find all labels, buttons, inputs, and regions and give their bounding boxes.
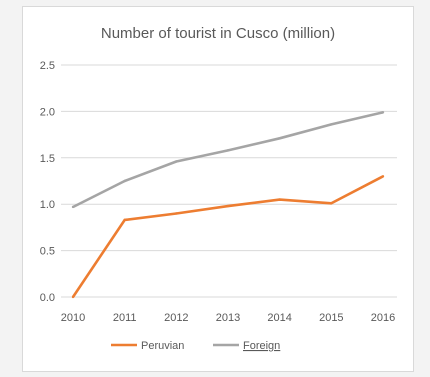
x-tick-label: 2012: [164, 312, 188, 324]
x-tick-label: 2014: [267, 312, 291, 324]
data-point: [175, 160, 178, 163]
data-point: [381, 175, 385, 178]
data-point: [278, 198, 281, 201]
data-point: [330, 123, 333, 126]
data-point: [226, 204, 230, 208]
y-tick-label: 0.0: [40, 292, 55, 304]
y-tick-label: 2.0: [40, 106, 55, 118]
x-tick-label: 2011: [113, 312, 137, 324]
series-line-peruvian: [71, 175, 384, 298]
line-chart: 0.0 0.5 1.0 1.5 2.0 2.5 2010 2011 2012 2013 2014 20…: [40, 60, 397, 352]
x-tick-label: 2013: [216, 312, 240, 324]
y-tick-label: 2.5: [40, 60, 55, 72]
data-point: [226, 149, 230, 152]
chart-title: Number of tourist in Cusco (million): [100, 25, 336, 42]
y-tick-label: 1.0: [40, 199, 55, 211]
data-point: [71, 295, 75, 299]
y-tick-label: 1.5: [40, 153, 55, 165]
y-tick-label: 0.5: [40, 246, 55, 258]
data-point: [175, 212, 178, 215]
data-point: [330, 202, 333, 205]
x-tick-label: 2016: [371, 312, 395, 324]
x-tick-label: 2015: [319, 312, 343, 324]
legend-label: Peruvian: [141, 340, 184, 352]
x-tick-label: 2010: [61, 312, 85, 324]
data-point: [381, 111, 385, 114]
legend-label: Foreign: [243, 340, 280, 352]
data-point: [123, 179, 126, 183]
data-point: [71, 205, 75, 209]
chart-frame: Number of tourist in Cusco (million) 0.0…: [22, 6, 414, 372]
data-point: [278, 137, 281, 140]
series-line-foreign: [72, 111, 384, 209]
data-point: [123, 218, 126, 222]
